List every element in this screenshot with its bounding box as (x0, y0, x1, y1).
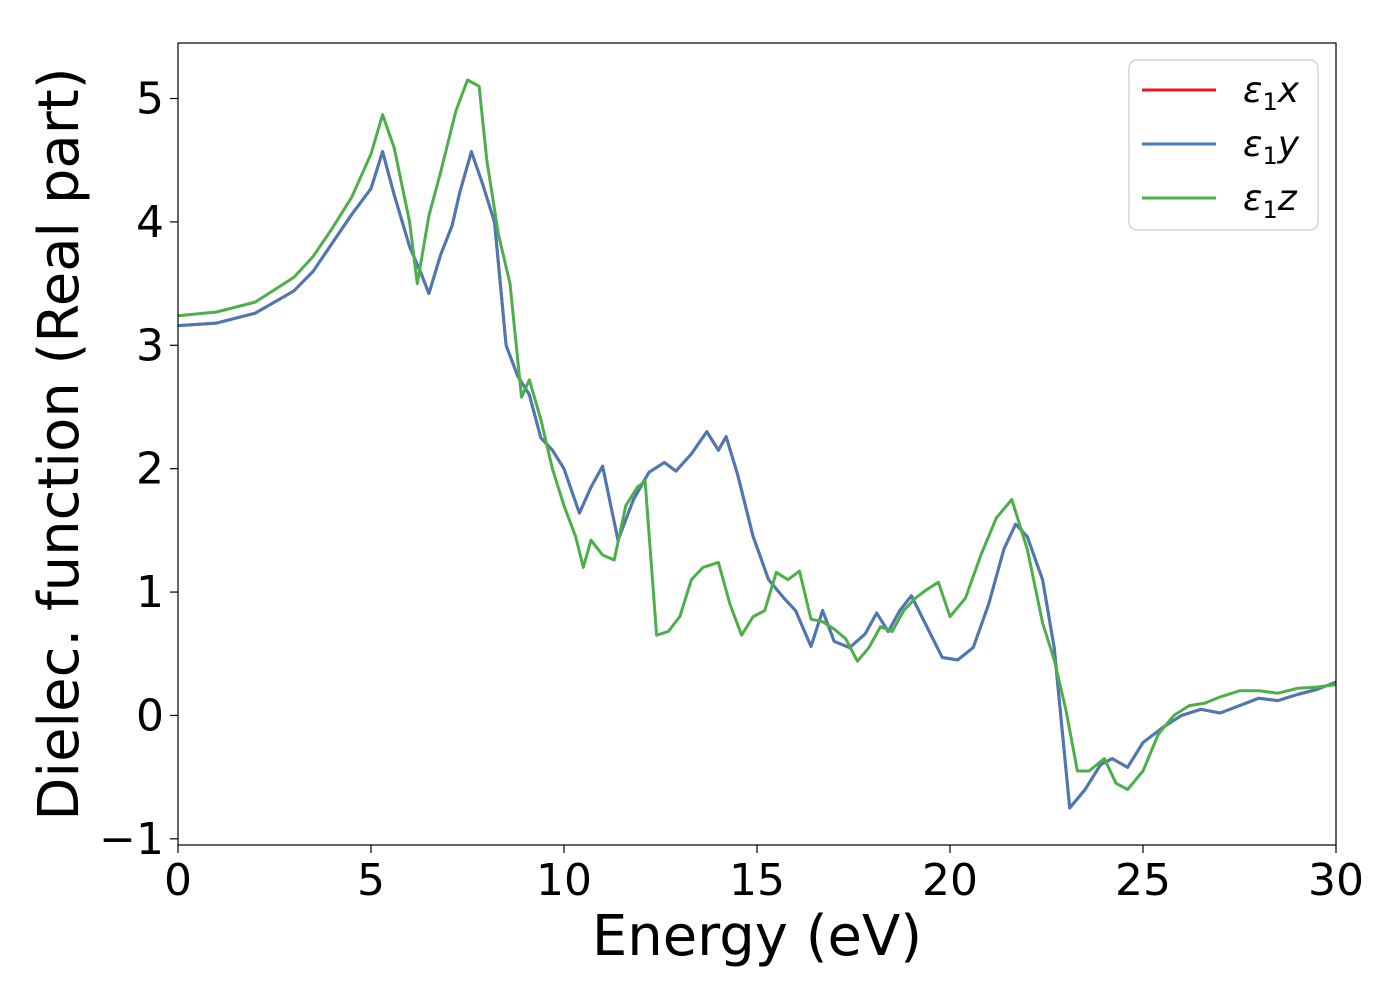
y-axis: −1 0 1 2 3 4 5 (99, 74, 178, 865)
legend: ε1x ε1y ε1z (1128, 59, 1319, 231)
x-axis: 0 5 10 15 20 25 30 (164, 845, 1364, 906)
legend-label-1: ε1x (1243, 70, 1300, 116)
x-tick-label: 15 (729, 855, 785, 906)
y-tick-label: 4 (136, 197, 164, 248)
y-tick-label: 0 (136, 690, 164, 741)
legend-label-2: ε1y (1243, 124, 1300, 170)
y-tick-label: 5 (136, 74, 164, 125)
series-line-2 (177, 150, 1337, 810)
x-tick-label: 30 (1308, 855, 1364, 906)
series-line-1 (177, 150, 1337, 810)
x-tick-label: 25 (1115, 855, 1171, 906)
legend-label-3: ε1z (1243, 178, 1298, 224)
y-tick-label: 2 (136, 444, 164, 495)
y-axis-title: Dielec. function (Real part) (27, 67, 92, 820)
x-tick-label: 5 (357, 855, 385, 906)
x-tick-label: 20 (922, 855, 978, 906)
x-axis-title: Energy (eV) (592, 904, 922, 969)
x-tick-label: 10 (536, 855, 592, 906)
y-tick-label: 3 (136, 320, 164, 371)
legend-box (1128, 59, 1319, 231)
series-layer (177, 78, 1337, 810)
y-tick-label: 1 (136, 567, 164, 618)
y-tick-label: −1 (99, 814, 164, 865)
series-line-3 (177, 78, 1337, 791)
x-tick-label: 0 (164, 855, 192, 906)
